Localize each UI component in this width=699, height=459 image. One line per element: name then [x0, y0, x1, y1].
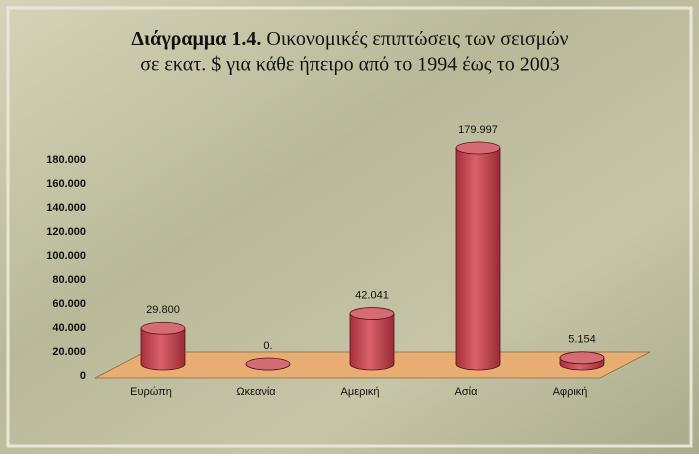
bar-top: [140, 321, 186, 335]
y-tick-label: 40.000: [52, 322, 86, 334]
x-tick-label: Ωκεανία: [236, 386, 276, 398]
bar-top: [349, 307, 395, 320]
bar: [140, 327, 186, 371]
data-label: 0.: [263, 340, 272, 352]
chart-subtitle: σε εκατ. $ για κάθε ήπειρο από το 1994 έ…: [140, 54, 560, 76]
bar-top: [245, 357, 291, 371]
bar: [349, 313, 395, 371]
data-label: 42.041: [355, 289, 389, 301]
y-tick-label: 160.000: [46, 178, 86, 190]
data-label: 179.997: [458, 124, 498, 136]
data-label: 29.800: [146, 304, 180, 316]
chart-title: Διάγραμμα 1.4. Οικονομικές επιπτώσεις τω…: [131, 28, 568, 50]
frame: [6, 6, 693, 448]
y-tick-label: 80.000: [52, 274, 86, 286]
y-tick-label: 120.000: [46, 226, 86, 238]
y-tick-label: 180.000: [46, 154, 86, 166]
x-tick-label: Αφρική: [553, 386, 588, 398]
y-tick-label: 140.000: [46, 202, 86, 214]
bar: [455, 147, 501, 371]
x-tick-label: Ευρώπη: [130, 386, 172, 398]
bar-top: [559, 351, 605, 365]
y-tick-label: 100.000: [46, 250, 86, 262]
y-tick-label: 60.000: [52, 298, 86, 310]
y-tick-label: 0: [80, 370, 86, 382]
x-tick-label: Ασία: [455, 386, 479, 398]
title-label: Διάγραμμα 1.4.: [131, 28, 261, 50]
title-line: Οικονομικές επιπτώσεις των σεισμών: [266, 28, 568, 50]
bar-top: [455, 141, 501, 155]
data-label: 5.154: [568, 334, 596, 346]
y-tick-label: 20.000: [52, 346, 86, 358]
x-tick-label: Αμερική: [341, 386, 380, 398]
